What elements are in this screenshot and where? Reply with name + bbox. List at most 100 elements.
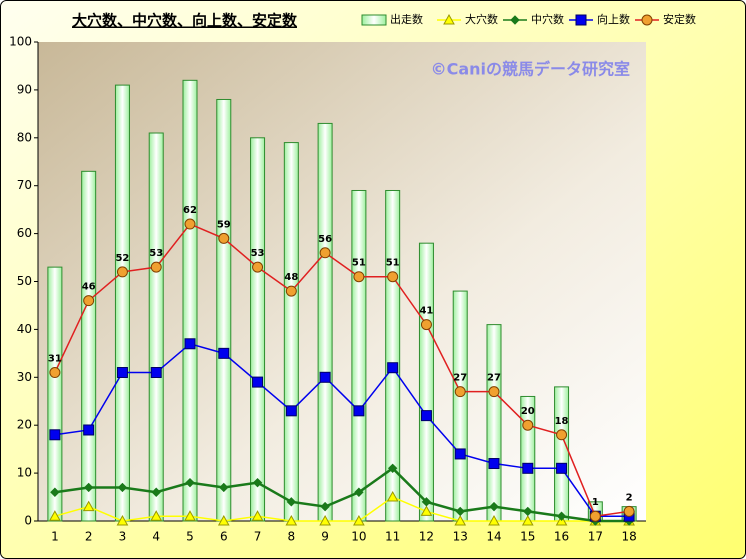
- point: [454, 386, 466, 398]
- legend-label: 大穴数: [465, 12, 498, 26]
- point: [116, 266, 128, 278]
- series-line: [54, 466, 630, 523]
- point: [252, 261, 264, 273]
- x-tick-label: 1: [51, 530, 59, 544]
- y-tick-label: 40: [17, 322, 32, 336]
- y-tick-label: 100: [9, 35, 32, 49]
- point: [320, 501, 330, 512]
- bar: [351, 189, 367, 522]
- y-tick-label: 0: [24, 514, 32, 528]
- point: [252, 477, 263, 488]
- point: [556, 462, 568, 474]
- y-tick-label: 80: [17, 130, 32, 144]
- point: [523, 506, 533, 517]
- point: [150, 261, 162, 273]
- data-label: 48: [284, 272, 298, 283]
- point: [285, 405, 297, 417]
- point: [286, 497, 297, 507]
- point: [420, 319, 432, 331]
- x-tick-label: 2: [85, 530, 93, 544]
- point: [319, 247, 331, 259]
- point: [420, 410, 432, 422]
- legend-marker: [443, 13, 455, 25]
- point: [151, 487, 161, 497]
- point: [421, 497, 432, 507]
- point: [387, 271, 399, 283]
- point: [556, 429, 568, 441]
- point: [150, 510, 163, 521]
- bar: [317, 122, 333, 522]
- legend-marker: [575, 14, 587, 26]
- data-label: 31: [48, 354, 62, 365]
- y-tick-label: 70: [17, 178, 32, 192]
- x-tick-label: 17: [588, 530, 603, 544]
- data-label: 27: [487, 373, 501, 384]
- x-tick-label: 13: [453, 530, 468, 544]
- point: [83, 482, 94, 493]
- point: [521, 514, 534, 526]
- point: [454, 448, 466, 460]
- legend-label: 中穴数: [531, 12, 564, 26]
- watermark: ©Caniの競馬データ研究室: [431, 60, 630, 79]
- x-tick-label: 6: [220, 530, 228, 544]
- x-tick-label: 9: [321, 530, 329, 544]
- data-label: 1: [592, 497, 599, 508]
- point: [319, 371, 331, 383]
- data-label: 18: [555, 416, 569, 427]
- x-tick-label: 10: [351, 530, 366, 544]
- point: [49, 367, 61, 379]
- bar: [81, 170, 97, 522]
- point: [218, 347, 230, 359]
- data-label: 20: [521, 406, 535, 417]
- legend-label: 安定数: [663, 12, 696, 26]
- data-label: 52: [115, 253, 129, 264]
- point: [522, 462, 534, 474]
- y-tick-label: 60: [17, 226, 32, 240]
- point: [184, 510, 196, 521]
- bar: [554, 386, 570, 522]
- data-label: 53: [251, 248, 265, 259]
- data-label: 41: [419, 306, 433, 317]
- point: [218, 232, 230, 244]
- point: [251, 510, 264, 521]
- bar: [250, 137, 266, 522]
- data-label: 51: [352, 258, 366, 269]
- legend-label: 出走数: [390, 12, 423, 26]
- point: [488, 386, 500, 398]
- point: [83, 424, 95, 436]
- y-tick-label: 30: [17, 370, 32, 384]
- chart-title: 大穴数、中穴数、向上数、安定数: [72, 12, 298, 30]
- series-line: [54, 223, 630, 518]
- bar: [47, 266, 63, 522]
- data-label: 62: [183, 205, 197, 216]
- point: [285, 514, 298, 526]
- x-tick-label: 4: [152, 530, 160, 544]
- point: [387, 463, 398, 474]
- series-line: [54, 342, 630, 517]
- point: [488, 514, 500, 526]
- plot-area: [38, 42, 646, 521]
- y-tick-label: 20: [17, 418, 32, 432]
- x-tick-label: 12: [419, 530, 434, 544]
- point: [354, 487, 364, 497]
- point: [184, 218, 196, 230]
- data-label: 59: [217, 219, 231, 230]
- data-label: 51: [386, 258, 400, 269]
- point: [49, 429, 61, 441]
- x-tick-label: 16: [554, 530, 569, 544]
- point: [522, 419, 534, 431]
- point: [353, 271, 365, 283]
- point: [489, 501, 499, 512]
- x-tick-label: 7: [254, 530, 262, 544]
- data-label: 46: [82, 282, 96, 293]
- point: [285, 285, 297, 297]
- point: [454, 514, 467, 526]
- point: [116, 514, 129, 526]
- bar: [452, 290, 468, 522]
- bar: [418, 242, 434, 522]
- point: [219, 482, 229, 493]
- data-label: 2: [626, 492, 633, 503]
- point: [184, 338, 196, 350]
- data-label: 56: [318, 234, 332, 245]
